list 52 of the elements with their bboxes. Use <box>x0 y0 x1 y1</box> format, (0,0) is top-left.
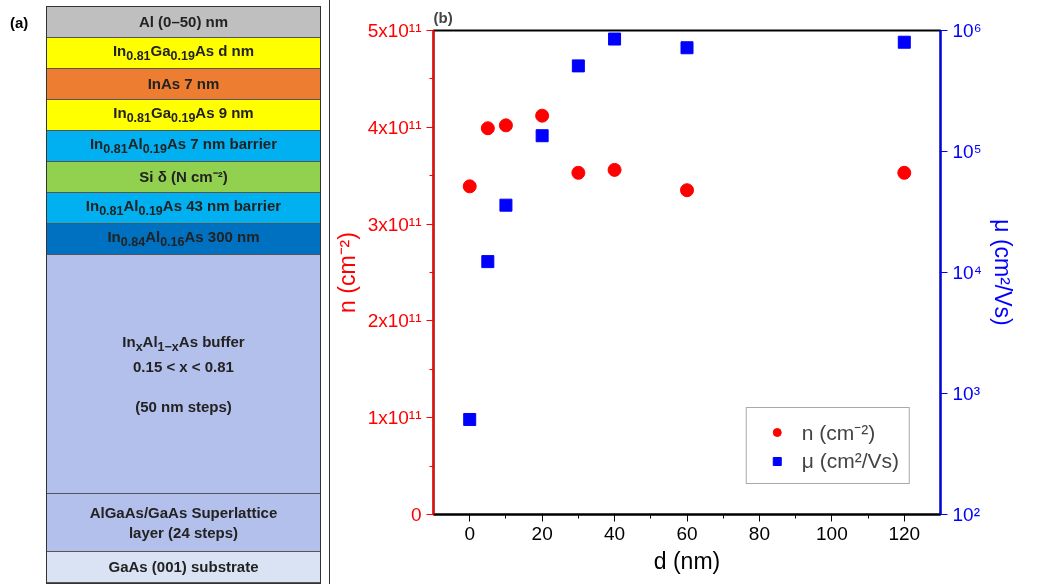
category-label: In$_{x}$Al$_{1−x}$As buffer 0.15 < x < 0.81 (50 nm steps) <box>122 332 245 415</box>
category-label: In$_{0.84}$Al$_{0.16}$As 300 nm <box>107 226 260 251</box>
point <box>608 32 622 46</box>
y-tick-label: 4x10¹¹ <box>367 116 422 138</box>
point <box>680 183 694 198</box>
category-label: In$_{0.81}$Al$_{0.19}$As 43 nm barrier <box>85 195 282 220</box>
y-tick-label: 2x10¹¹ <box>367 310 422 332</box>
category-label: InAs 7 nm <box>147 74 220 94</box>
category-label: AlGaAs/GaAs Superlattice layer (24 steps) <box>89 502 278 543</box>
y2-tick-label: 10⁵ <box>952 141 982 162</box>
x-tick-label: 100 <box>816 522 848 544</box>
y2-tick-label: 10⁶ <box>952 20 982 41</box>
point <box>535 129 549 143</box>
y2-axis-title: μ (cm²/Vs) <box>989 219 1016 326</box>
point <box>498 118 513 133</box>
point <box>481 255 495 269</box>
x-axis-title: d (nm) <box>653 547 721 574</box>
y-tick-label: 1x10¹¹ <box>367 407 422 429</box>
x-tick-label: 120 <box>888 522 921 544</box>
point <box>462 179 477 194</box>
legend-label: μ (cm²/Vs) <box>801 449 899 473</box>
category-label: Al (0–50) nm <box>138 12 229 32</box>
y2-tick-label: 10³ <box>952 383 980 404</box>
x-tick-label: 60 <box>676 522 698 544</box>
point <box>897 165 912 180</box>
point <box>571 59 585 73</box>
category-label: In$_{0.81}$Ga$_{0.19}$As 9 nm <box>113 102 254 127</box>
point <box>897 35 911 49</box>
point <box>480 121 495 136</box>
point <box>571 165 586 180</box>
x-tick-label: 80 <box>748 522 770 544</box>
y-tick-label: 0 <box>410 504 422 525</box>
point <box>607 162 622 177</box>
point <box>535 108 550 123</box>
category-label: In$_{0.81}$Al$_{0.19}$As 7 nm barrier <box>89 133 278 158</box>
legend-label: n (cm⁻²) <box>801 420 876 446</box>
y-tick-label: 5x10¹¹ <box>367 20 422 41</box>
category-label: Si δ (N cm⁻²) <box>139 167 228 187</box>
chart-title: (b) <box>433 8 453 26</box>
point <box>680 41 694 55</box>
y2-tick-label: 10² <box>952 504 980 525</box>
category-label: In$_{0.81}$Ga$_{0.19}$As d nm <box>112 40 255 65</box>
text: (a) <box>10 13 29 33</box>
y2-tick-label: 10⁴ <box>952 262 982 283</box>
x-tick-label: 20 <box>531 522 553 544</box>
x-tick-label: 0 <box>464 522 476 544</box>
point <box>463 412 477 426</box>
x-tick-label: 40 <box>604 522 626 544</box>
y-axis-title: n (cm⁻²) <box>333 232 360 313</box>
category-label: GaAs (001) substrate <box>108 557 259 577</box>
point <box>499 198 513 212</box>
y-tick-label: 3x10¹¹ <box>367 213 422 235</box>
